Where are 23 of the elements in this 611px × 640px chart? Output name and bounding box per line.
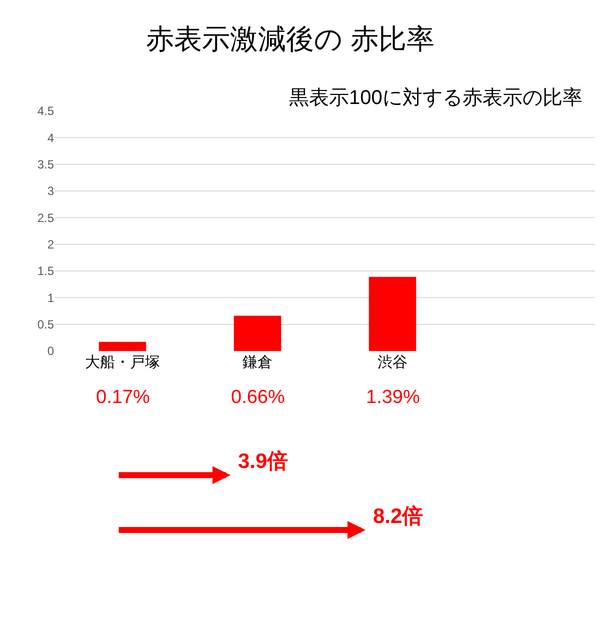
data-label: 1.39% <box>366 387 420 408</box>
text: 3.9倍 <box>238 449 288 473</box>
text: 8.2倍 <box>373 504 424 528</box>
data-label: 0.17% <box>96 387 150 408</box>
y-tick-label: 0 <box>47 344 54 358</box>
y-tick-label: 4 <box>47 130 54 145</box>
x-tick-label: 大船・戸塚 <box>85 354 160 371</box>
y-tick-label: 1.5 <box>37 264 54 278</box>
y-tick-label: 2 <box>47 238 54 252</box>
y-tick-label: 3 <box>47 184 54 198</box>
x-tick-label: 鎌倉 <box>242 354 272 371</box>
data-label: 0.66% <box>231 387 285 408</box>
chart-subtitle: 黒表示100に対する赤表示の比率 <box>289 87 582 109</box>
x-tick-label: 渋谷 <box>378 354 408 371</box>
y-tick-label: 2.5 <box>37 210 54 225</box>
chart-title: 赤表示激減後の 赤比率 <box>146 23 435 54</box>
bar <box>368 276 416 351</box>
y-tick-label: 3.5 <box>37 158 54 172</box>
y-tick-label: 1 <box>47 290 54 305</box>
y-tick-label: 0.5 <box>37 318 54 332</box>
bar <box>234 316 282 351</box>
y-tick-label: 4.5 <box>37 104 54 118</box>
bar <box>98 342 146 351</box>
